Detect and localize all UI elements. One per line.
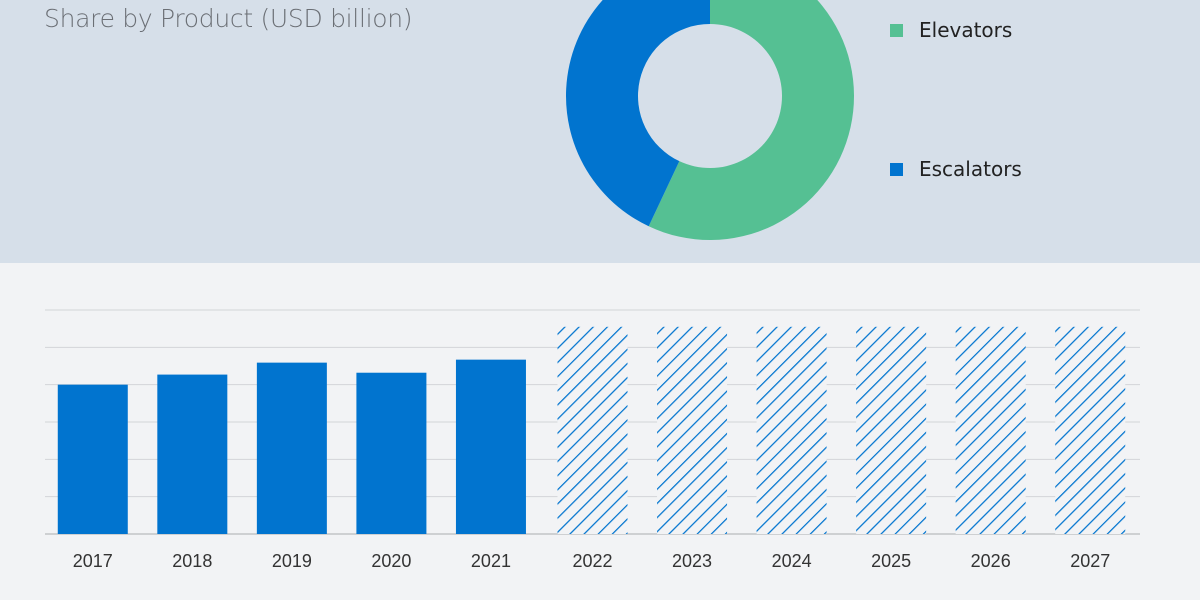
x-tick-2023: 2023: [672, 551, 712, 571]
legend-item-escalators: Escalators: [890, 157, 1022, 181]
bar-2022: [557, 326, 628, 534]
bar-2026: [955, 326, 1026, 534]
x-tick-2018: 2018: [172, 551, 212, 571]
x-tick-labels: 2017 2018 2019 2020 2021 2022 2023 2024 2025 2026…: [73, 551, 1111, 571]
x-tick-2027: 2027: [1070, 551, 1110, 571]
legend-item-elevators: Elevators: [890, 18, 1012, 42]
x-tick-2017: 2017: [73, 551, 113, 571]
x-tick-2025: 2025: [871, 551, 911, 571]
x-tick-2026: 2026: [971, 551, 1011, 571]
bar-2023: [657, 326, 728, 534]
bar-2018: [157, 374, 228, 534]
legend-swatch-elevators: [890, 23, 903, 37]
x-tick-2022: 2022: [572, 551, 612, 571]
donut-slice-elevators: [648, 0, 854, 240]
bar-2027: [1055, 326, 1126, 534]
bar-2020: [356, 372, 427, 534]
bar-2025: [856, 326, 927, 534]
chart-title: Share by Product (USD billion): [44, 4, 413, 33]
x-tick-2020: 2020: [371, 551, 411, 571]
bar-2021: [455, 359, 526, 534]
bar-2024: [756, 326, 827, 534]
bar-2019: [256, 362, 327, 534]
x-tick-2019: 2019: [272, 551, 312, 571]
legend-label-escalators: Escalators: [919, 157, 1022, 181]
bars: [57, 326, 1126, 534]
bar-2017: [57, 384, 128, 534]
legend-label-elevators: Elevators: [919, 18, 1013, 42]
donut-chart: [566, 0, 854, 240]
x-tick-2021: 2021: [471, 551, 511, 571]
x-tick-2024: 2024: [772, 551, 812, 571]
donut-slice-escalators: [566, 0, 710, 227]
legend-swatch-escalators: [890, 162, 903, 176]
